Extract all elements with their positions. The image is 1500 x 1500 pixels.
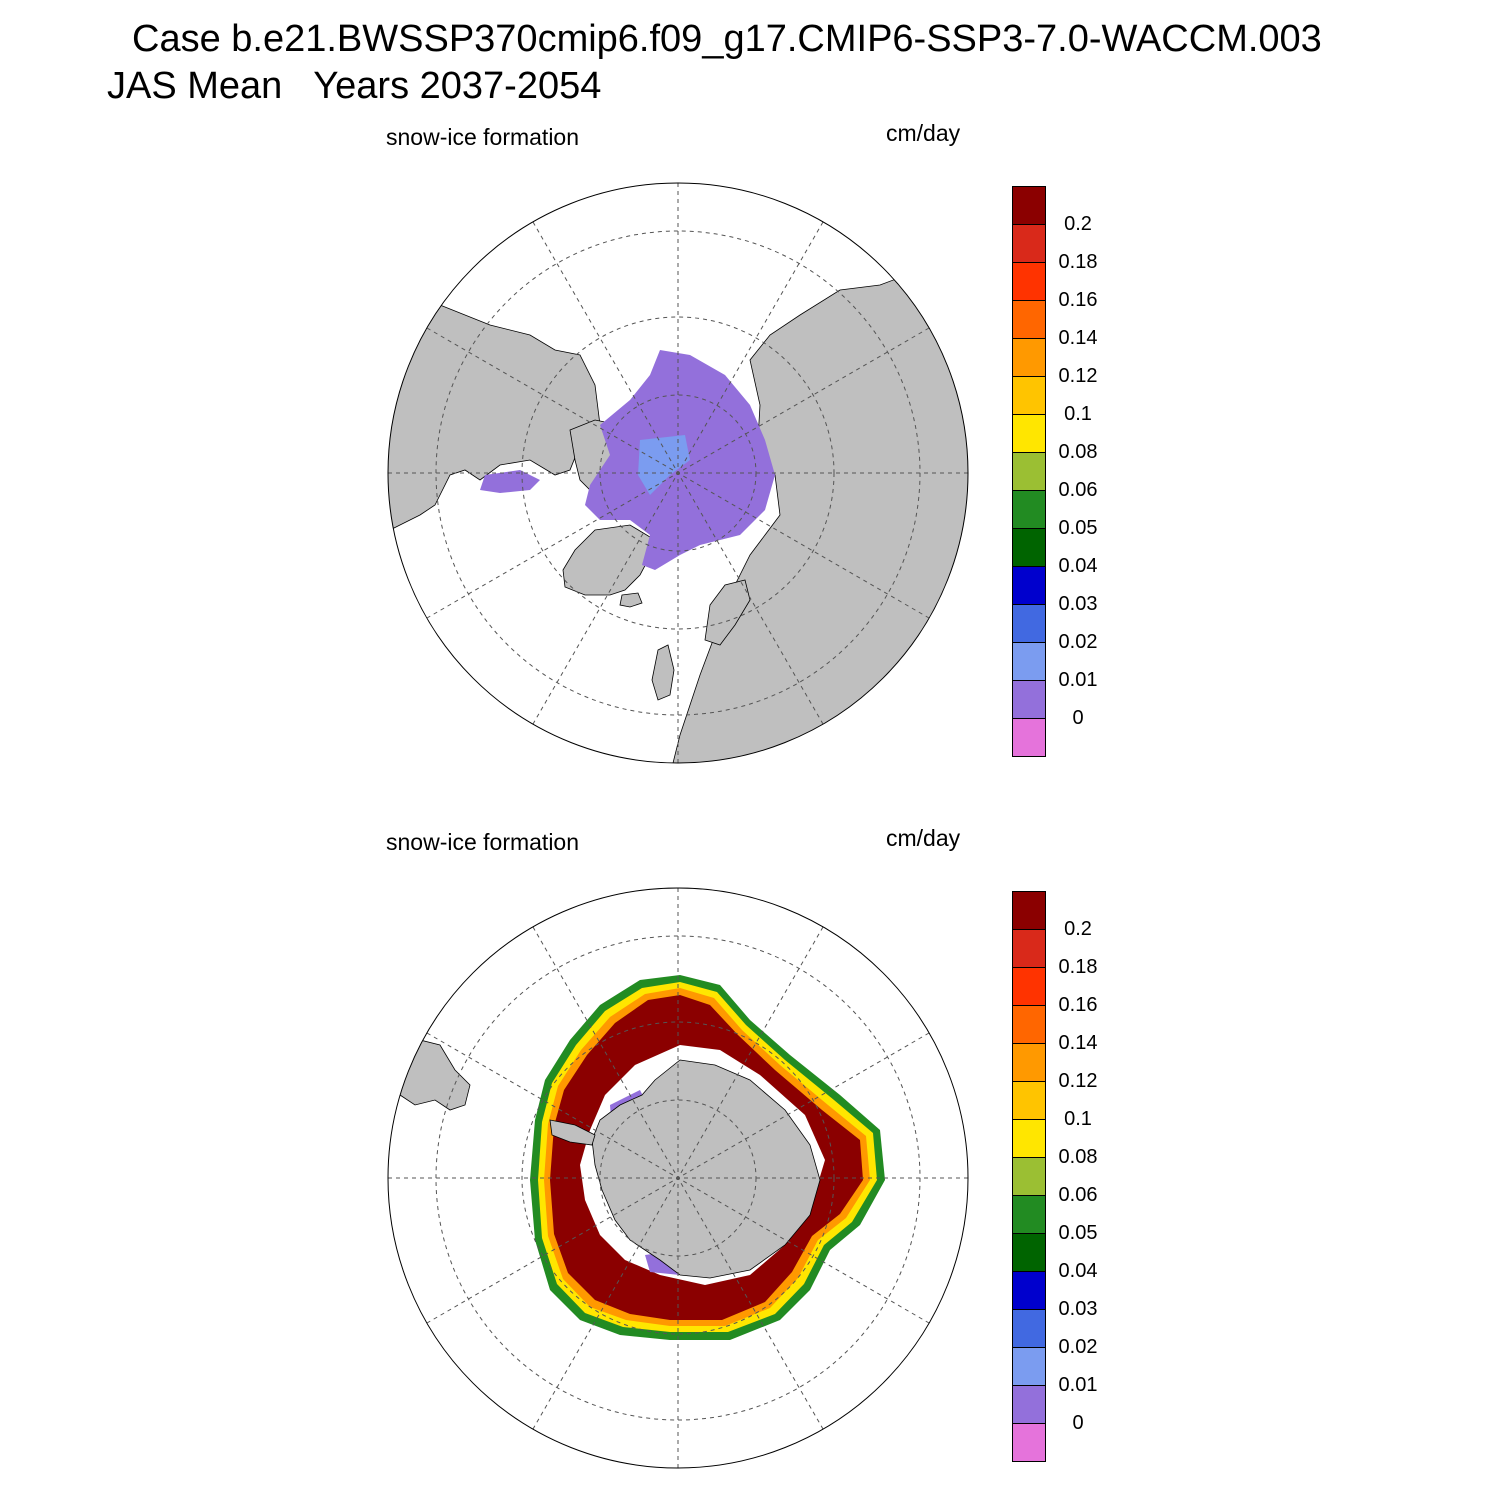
colorbar-swatch	[1012, 566, 1046, 604]
colorbar-label: 0.2	[1064, 918, 1092, 940]
colorbar-label: 0.18	[1058, 956, 1098, 978]
colorbar-label: 0.05	[1058, 1222, 1098, 1244]
colorbar-swatch	[1012, 718, 1046, 757]
colorbar-label: 0.1	[1064, 403, 1092, 425]
arctic-polar-map	[387, 182, 969, 764]
antarctic-polar-map	[387, 887, 969, 1469]
figure-title-period: JAS Mean Years 2037-2054	[107, 65, 602, 107]
panel-left-label: snow-ice formation	[386, 829, 580, 855]
panel-units: cm/day	[886, 825, 961, 851]
colorbar-swatch	[1012, 338, 1046, 376]
colorbar-label: 0	[1072, 1412, 1084, 1434]
colorbar-swatch	[1012, 490, 1046, 528]
colorbar-label: 0.06	[1058, 1184, 1098, 1206]
colorbar-label: 0.01	[1058, 669, 1098, 691]
colorbar-swatch	[1012, 186, 1046, 224]
land-antarctic-peninsula	[549, 1119, 596, 1146]
colorbar-swatch	[1012, 1385, 1046, 1423]
colorbar-label: 0.08	[1058, 1146, 1098, 1168]
panel-left-label: snow-ice formation	[386, 124, 580, 150]
land-antarctica	[591, 1059, 821, 1279]
colorbar-swatch	[1012, 680, 1046, 718]
colorbar-swatch	[1012, 262, 1046, 300]
colorbar-label: 0.18	[1058, 251, 1098, 273]
map-boundary	[387, 182, 969, 764]
colorbar-label: 0.12	[1058, 365, 1098, 387]
land-iceland	[619, 592, 643, 608]
colorbar-swatch	[1012, 1005, 1046, 1043]
colorbar-swatch	[1012, 929, 1046, 967]
colorbar-label: 0.2	[1064, 213, 1092, 235]
colorbar-swatch	[1012, 1271, 1046, 1309]
map-boundary	[387, 887, 969, 1469]
colorbar-label: 0.03	[1058, 1298, 1098, 1320]
colorbar-swatch	[1012, 1233, 1046, 1271]
colorbar-swatch	[1012, 452, 1046, 490]
colorbar-labels: 0.2 0.18 0.16 0.14 0.12 0.1 0.08 0.06 0.…	[1050, 891, 1120, 1462]
colorbar-swatch	[1012, 224, 1046, 262]
colorbar-swatch	[1012, 414, 1046, 452]
colorbar-swatch	[1012, 376, 1046, 414]
colorbar-swatch	[1012, 1043, 1046, 1081]
colorbar-swatch	[1012, 528, 1046, 566]
colorbar-label: 0.08	[1058, 441, 1098, 463]
colorbar-label: 0.04	[1058, 555, 1098, 577]
colorbar-label: 0.06	[1058, 479, 1098, 501]
colorbar-label: 0.04	[1058, 1260, 1098, 1282]
colorbar-labels: 0.2 0.18 0.16 0.14 0.12 0.1 0.08 0.06 0.…	[1050, 186, 1120, 757]
colorbar-label: 0.05	[1058, 517, 1098, 539]
colorbar	[1012, 891, 1046, 1462]
land-britain	[651, 644, 675, 701]
colorbar-label: 0.1	[1064, 1108, 1092, 1130]
colorbar-swatch	[1012, 1119, 1046, 1157]
colorbar-label: 0	[1072, 707, 1084, 729]
land-scandinavia	[704, 579, 751, 646]
panel-arctic: snow-ice formation cm/day	[0, 0, 1500, 764]
colorbar-label: 0.16	[1058, 994, 1098, 1016]
land-south-america	[399, 1039, 471, 1111]
land-north-america	[388, 294, 601, 536]
figure-title-case: Case b.e21.BWSSP370cmip6.f09_g17.CMIP6-S…	[132, 18, 1322, 60]
colorbar-label: 0.01	[1058, 1374, 1098, 1396]
colorbar-label: 0.02	[1058, 631, 1098, 653]
colorbar-swatch	[1012, 1157, 1046, 1195]
colorbar-swatch	[1012, 967, 1046, 1005]
colorbar-label: 0.16	[1058, 289, 1098, 311]
colorbar-label: 0.14	[1058, 1032, 1098, 1054]
colorbar-swatch	[1012, 1081, 1046, 1119]
colorbar-swatch	[1012, 1423, 1046, 1462]
colorbar-swatch	[1012, 642, 1046, 680]
colorbar-label: 0.14	[1058, 327, 1098, 349]
colorbar-swatch	[1012, 891, 1046, 929]
colorbar-swatch	[1012, 604, 1046, 642]
graticule	[388, 183, 968, 763]
field-arctic-hudson	[480, 470, 540, 493]
colorbar-label: 0.02	[1058, 1336, 1098, 1358]
colorbar-label: 0.12	[1058, 1070, 1098, 1092]
panel-units: cm/day	[886, 120, 961, 146]
colorbar-label: 0.03	[1058, 593, 1098, 615]
land-eurasia	[669, 254, 968, 763]
colorbar	[1012, 186, 1046, 757]
colorbar-swatch	[1012, 1347, 1046, 1385]
colorbar-swatch	[1012, 1309, 1046, 1347]
colorbar-swatch	[1012, 300, 1046, 338]
panel-antarctic: snow-ice formation cm/day	[0, 705, 1500, 1469]
colorbar-swatch	[1012, 1195, 1046, 1233]
graticule	[388, 888, 968, 1468]
